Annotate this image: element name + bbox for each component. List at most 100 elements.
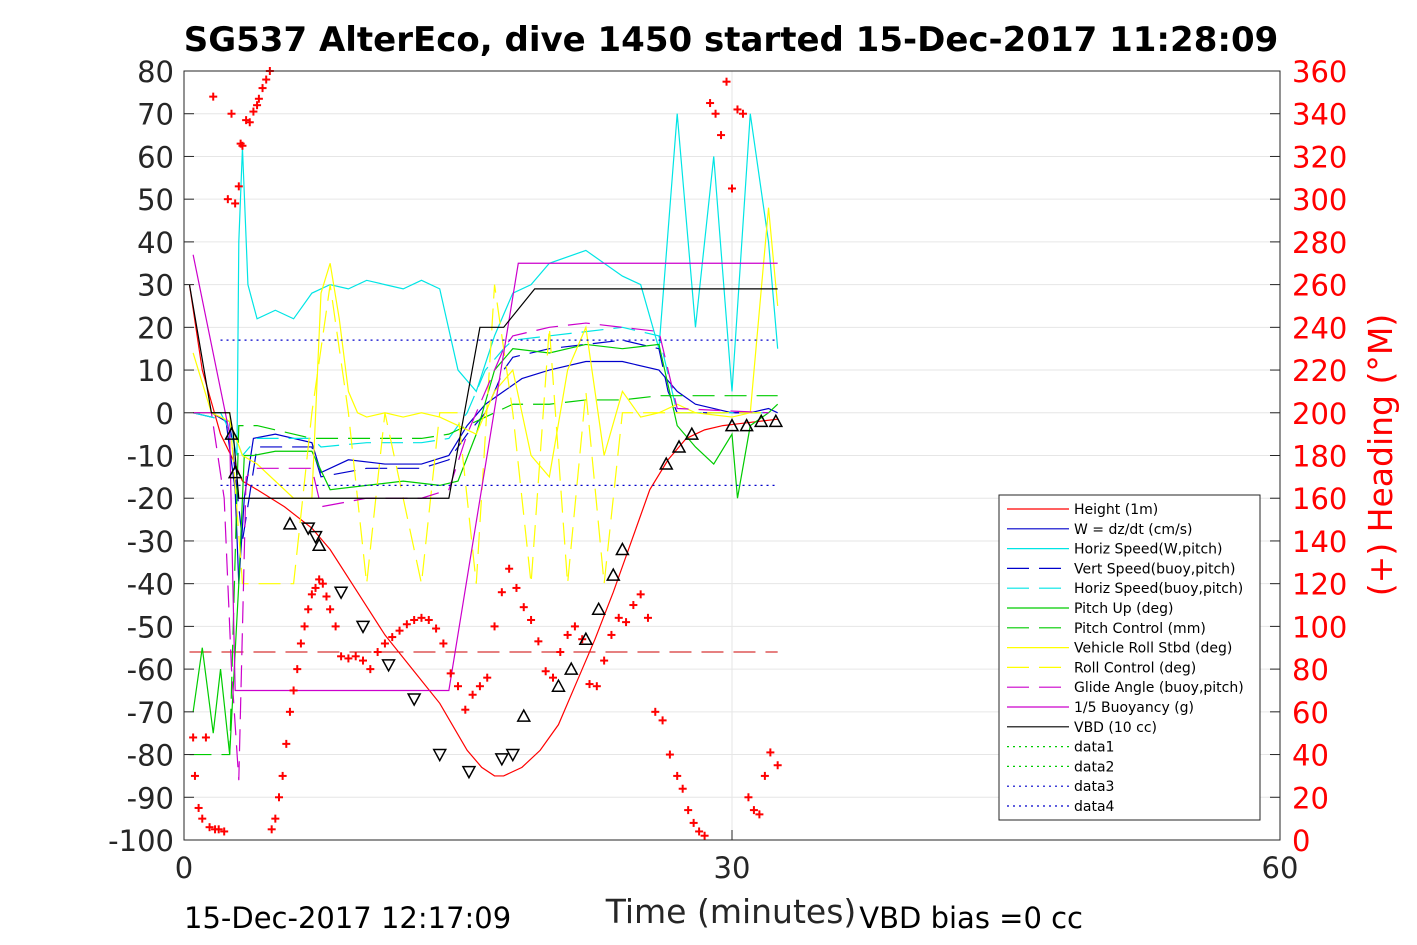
heading-point bbox=[293, 665, 302, 674]
heading-point bbox=[614, 613, 623, 622]
heading-point bbox=[315, 575, 324, 584]
heading-point bbox=[351, 652, 360, 661]
legend-entry: Pitch Control (mm) bbox=[1074, 621, 1206, 637]
up-triangle-marker bbox=[311, 537, 327, 551]
up-triangle-marker bbox=[578, 631, 594, 645]
up-triangle-marker bbox=[591, 601, 606, 616]
y-tick-label: 40 bbox=[137, 226, 174, 260]
y-right-tick-label: 140 bbox=[1292, 525, 1347, 559]
y-right-tick-label: 240 bbox=[1292, 311, 1347, 345]
down-triangle-marker bbox=[300, 522, 316, 536]
y-right-tick-label: 160 bbox=[1292, 482, 1347, 516]
y-right-tick-label: 100 bbox=[1292, 610, 1347, 644]
series-line-2 bbox=[193, 113, 779, 456]
heading-point bbox=[380, 639, 389, 648]
heading-point bbox=[395, 626, 404, 635]
heading-point bbox=[541, 667, 550, 676]
y-tick-label: -70 bbox=[127, 696, 174, 730]
heading-point bbox=[337, 652, 346, 661]
y-right-tick-label: 220 bbox=[1292, 354, 1347, 388]
y-right-tick-label: 120 bbox=[1292, 568, 1347, 602]
heading-point bbox=[706, 99, 715, 108]
y-tick-label: 80 bbox=[137, 55, 174, 89]
heading-point bbox=[285, 707, 294, 716]
y-right-axis-label: (+) Heading (°M) bbox=[1361, 314, 1400, 596]
heading-point bbox=[592, 682, 601, 691]
y-tick-label: 30 bbox=[137, 269, 174, 303]
up-triangle-marker bbox=[684, 426, 700, 440]
heading-point bbox=[424, 615, 433, 624]
heading-point bbox=[326, 605, 335, 614]
x-tick-label: 30 bbox=[714, 851, 751, 885]
heading-point bbox=[497, 588, 506, 597]
y-tick-label: 50 bbox=[137, 183, 174, 217]
down-triangle-marker bbox=[308, 530, 323, 545]
heading-point bbox=[322, 592, 331, 601]
legend-entry: Horiz Speed(W,pitch) bbox=[1074, 542, 1222, 558]
heading-point bbox=[311, 583, 320, 592]
heading-point bbox=[439, 639, 448, 648]
y-right-tick-label: 300 bbox=[1292, 183, 1347, 217]
heading-point bbox=[483, 673, 492, 682]
heading-point bbox=[738, 109, 747, 118]
heading-point bbox=[190, 771, 199, 780]
heading-point bbox=[490, 622, 499, 631]
y-tick-label: -100 bbox=[108, 824, 174, 858]
heading-point bbox=[711, 109, 720, 118]
heading-point bbox=[600, 656, 609, 665]
y-right-tick-label: 320 bbox=[1292, 140, 1347, 174]
heading-point bbox=[548, 673, 557, 682]
heading-point bbox=[249, 107, 258, 116]
y-tick-label: -60 bbox=[127, 653, 174, 687]
heading-point bbox=[468, 690, 477, 699]
heading-point bbox=[519, 603, 528, 612]
heading-point bbox=[695, 827, 704, 836]
up-triangle-marker bbox=[671, 439, 687, 453]
heading-point bbox=[267, 825, 276, 834]
legend-entry: Vehicle Roll Stbd (deg) bbox=[1074, 641, 1232, 657]
y-right-tick-label: 340 bbox=[1292, 98, 1347, 132]
heading-point bbox=[658, 716, 667, 725]
legend-entry: Horiz Speed(buoy,pitch) bbox=[1074, 581, 1243, 597]
series-line-11 bbox=[188, 284, 778, 499]
y-tick-label: 60 bbox=[137, 140, 174, 174]
up-triangle-marker bbox=[615, 541, 630, 556]
y-right-tick-label: 200 bbox=[1292, 397, 1347, 431]
heading-point bbox=[220, 827, 229, 836]
heading-point bbox=[289, 686, 298, 695]
down-triangle-marker bbox=[381, 659, 396, 673]
heading-point bbox=[296, 639, 305, 648]
legend-entry: data2 bbox=[1074, 759, 1114, 775]
y-tick-label: -90 bbox=[127, 781, 174, 815]
heading-point bbox=[245, 118, 254, 127]
heading-point bbox=[318, 579, 327, 588]
up-triangle-marker bbox=[606, 567, 621, 581]
x-axis-label: Time (minutes) bbox=[605, 892, 857, 931]
heading-point bbox=[684, 806, 693, 815]
series-line-4 bbox=[192, 326, 769, 457]
heading-point bbox=[238, 141, 247, 150]
legend-entry: data1 bbox=[1074, 740, 1114, 756]
heading-point bbox=[527, 615, 536, 624]
up-triangle-marker bbox=[753, 413, 769, 428]
heading-point bbox=[254, 94, 263, 103]
heading-point bbox=[231, 199, 240, 208]
heading-point bbox=[214, 825, 223, 834]
legend-entry: Roll Control (deg) bbox=[1074, 660, 1196, 676]
up-triangle-marker bbox=[768, 413, 784, 428]
heading-point bbox=[636, 590, 645, 599]
legend-entry: W = dz/dt (cm/s) bbox=[1074, 522, 1193, 538]
heading-point bbox=[689, 818, 698, 827]
heading-point bbox=[570, 622, 579, 631]
heading-point bbox=[563, 630, 572, 639]
heading-point bbox=[733, 105, 742, 114]
heading-point bbox=[607, 630, 616, 639]
legend-entry: data4 bbox=[1074, 799, 1115, 815]
down-triangle-marker bbox=[505, 748, 521, 763]
heading-point bbox=[198, 814, 207, 823]
heading-point bbox=[678, 784, 687, 793]
footer-timestamp: 15-Dec-2017 12:17:09 bbox=[184, 901, 511, 935]
footer-vbd-bias: VBD bias =0 cc bbox=[859, 901, 1083, 935]
heading-point bbox=[278, 771, 287, 780]
up-triangle-marker bbox=[739, 418, 754, 432]
